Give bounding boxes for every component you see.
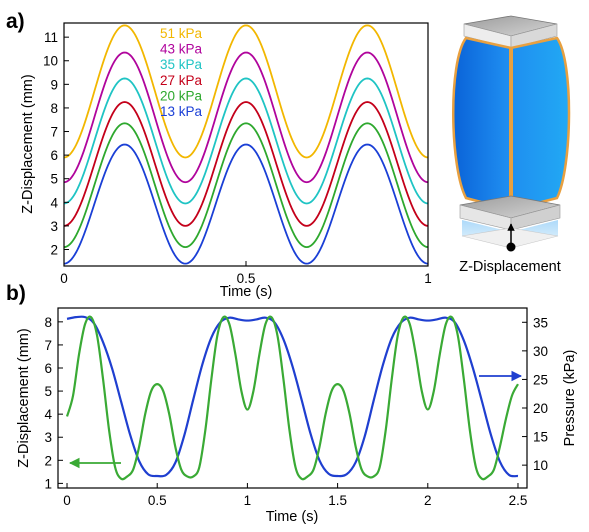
chart-b-xtick-label: 1 <box>244 493 252 508</box>
actuator-illustration: Z-Displacement <box>452 15 571 275</box>
legend-entry-20-kpa: 20 kPa <box>160 88 203 103</box>
chart-b-ytick-label: 3 <box>44 430 52 445</box>
series-line-13-kpa <box>63 143 429 265</box>
chart-b-ytick-right-label: 30 <box>533 344 548 359</box>
chart-b-ytick-right-label: 20 <box>533 401 548 416</box>
chart-b-xtick-label: 0.5 <box>148 493 167 508</box>
chart-a-ytick-label: 8 <box>50 101 58 116</box>
chart-b-xtick-label: 0 <box>63 493 71 508</box>
chart-a-ytick-label: 3 <box>50 219 58 234</box>
legend-entry-51-kpa: 51 kPa <box>160 26 203 41</box>
series-line-pressure <box>66 315 519 478</box>
chart-b: 0 0.5 1 1.5 2 2.5 1 2 3 4 5 6 7 8 10 15 20 25 30 35 Time (s… <box>16 307 578 525</box>
series-line-20-kpa <box>63 122 429 249</box>
chart-b-frame <box>57 307 528 489</box>
chart-b-series-group <box>65 315 519 481</box>
chart-b-xlabel: Time (s) <box>266 509 319 525</box>
series-line-27-kpa <box>63 101 429 227</box>
series-line-43-kpa <box>63 51 429 184</box>
chart-b-xtick-label: 2.5 <box>509 493 528 508</box>
chart-b-ylabel-right: Pressure (kPa) <box>562 350 578 447</box>
chart-a-ytick-label: 4 <box>50 195 58 210</box>
chart-a-ytick-label: 6 <box>50 148 58 163</box>
chart-a-ytick-label: 11 <box>44 30 58 45</box>
chart-a-ytick-label: 10 <box>43 54 58 69</box>
chart-b-ytick-right-label: 35 <box>533 315 548 330</box>
chart-b-ytick-label: 1 <box>44 476 52 491</box>
actuator-caption: Z-Displacement <box>459 259 561 275</box>
chart-b-ytick-right-label: 10 <box>533 458 548 473</box>
chart-b-ytick-label: 5 <box>44 384 52 399</box>
legend-entry-35-kpa: 35 kPa <box>160 57 203 72</box>
chart-b-xtick-label: 2 <box>424 493 432 508</box>
series-line-z-displacement <box>65 315 519 481</box>
panel-b-label: b) <box>6 282 26 305</box>
base-plate <box>461 227 559 249</box>
chart-a-ticks: 0 0.5 1 2 3 4 5 6 7 8 9 10 11 <box>43 30 432 286</box>
chart-a-ytick-label: 2 <box>50 242 58 257</box>
chart-b-ytick-label: 4 <box>44 407 52 422</box>
chart-b-ytick-right-label: 15 <box>533 430 548 445</box>
chart-b-ytick-label: 8 <box>44 315 52 330</box>
chart-b-xtick-label: 1.5 <box>328 493 347 508</box>
legend-entry-13-kpa: 13 kPa <box>160 104 203 119</box>
chart-a-ytick-label: 5 <box>50 172 58 187</box>
series-line-51-kpa <box>63 24 429 159</box>
chart-a-ytick-label: 9 <box>50 77 58 92</box>
chart-a-ytick-label: 7 <box>50 125 58 140</box>
chart-b-ytick-label: 7 <box>44 338 52 353</box>
chart-a-xtick-label: 0 <box>60 271 68 286</box>
chart-a-xtick-label: 1 <box>424 271 432 286</box>
legend-entry-43-kpa: 43 kPa <box>160 42 203 57</box>
chart-b-ylabel: Z-Displacement (mm) <box>16 328 32 467</box>
chart-b-ytick-right-label: 25 <box>533 372 548 387</box>
chart-a-xlabel: Time (s) <box>220 284 273 300</box>
chart-a-ylabel: Z-Displacement (mm) <box>20 74 36 213</box>
series-line-35-kpa <box>63 77 429 205</box>
chart-b-ytick-label: 2 <box>44 453 52 468</box>
legend-entry-27-kpa: 27 kPa <box>160 73 203 88</box>
panel-a-label: a) <box>6 10 25 33</box>
chart-a-xtick-label: 0.5 <box>237 271 256 286</box>
chart-b-ticks: 0 0.5 1 1.5 2 2.5 1 2 3 4 5 6 7 8 10 15 20 25 30 35 <box>44 315 548 508</box>
chart-b-ytick-label: 6 <box>44 361 52 376</box>
chart-a-series-group <box>63 24 429 265</box>
